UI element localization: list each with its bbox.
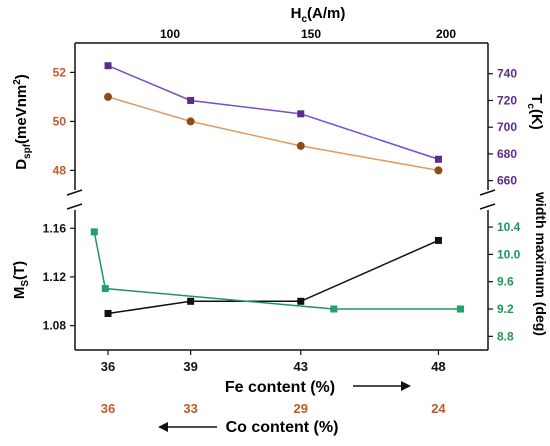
dspf-tick-label: 48 — [53, 163, 67, 177]
dspf-label-sub: spf — [22, 143, 33, 159]
ms-label-tail: (T) — [11, 261, 28, 280]
plot-frame — [74, 42, 489, 351]
right-axis-break — [479, 189, 496, 210]
left-axis-break — [66, 189, 83, 210]
dspf-tick-label: 50 — [53, 114, 67, 128]
ms-label-main: M — [11, 287, 28, 300]
tc-series-point — [434, 155, 442, 163]
hc-label-tail: (A/m) — [307, 5, 345, 22]
dspf-axis-label: Dspf(meVnm2) — [12, 74, 33, 170]
tc-tick-label: 680 — [497, 147, 517, 161]
co-tick-label: 29 — [294, 401, 308, 416]
tc-axis-label: Tc(K) — [525, 94, 545, 130]
dspf-tick-label: 52 — [53, 65, 67, 79]
fe-tick-label: 48 — [431, 359, 445, 374]
ms-tick-label: 1.12 — [43, 270, 67, 284]
dspf-series-point — [434, 166, 443, 175]
co-tick-label: 36 — [101, 401, 115, 416]
dspf-series-point — [186, 117, 195, 126]
hc-label-sub: c — [301, 14, 307, 25]
ms-series-point — [434, 236, 442, 244]
co-tick-label: 24 — [431, 401, 446, 416]
tc-label-main: T — [528, 94, 545, 103]
width-tick-label: 9.2 — [497, 302, 514, 316]
co-arrow — [158, 422, 217, 432]
tc-tick-label: 720 — [497, 93, 517, 107]
hc-tick-label: 100 — [160, 27, 180, 41]
ms-series-line — [107, 239, 439, 315]
width-tick-label: 10.4 — [497, 220, 521, 234]
dspf-label-tail: ) — [13, 74, 30, 79]
width-series-line — [93, 231, 461, 310]
ms-series-point — [104, 309, 112, 317]
ms-axis-label: MS(T) — [11, 261, 31, 299]
tc-tick-label: 740 — [497, 67, 517, 81]
ms-tick-label: 1.16 — [43, 221, 67, 235]
dspf-label-sup: 2 — [12, 79, 23, 85]
fe-tick-label: 36 — [101, 359, 115, 374]
tc-series-point — [104, 62, 112, 70]
tc-series-line — [107, 65, 439, 160]
tc-series-point — [187, 96, 195, 104]
dspf-series-point — [296, 141, 305, 150]
fe-tick-label: 43 — [294, 359, 308, 374]
width-max-axis-label: width maximum (deg) — [533, 191, 549, 336]
dspf-label-main: D — [13, 159, 30, 170]
hc-tick-label: 200 — [436, 27, 456, 41]
width-series-point — [456, 305, 464, 313]
hc-axis-label: Hc(A/m) — [291, 5, 346, 25]
fe-tick-label: 39 — [183, 359, 197, 374]
fe-axis-label: Fe content (%) — [225, 379, 335, 396]
tc-tick-label: 700 — [497, 120, 517, 134]
ms-label-sub: S — [20, 280, 31, 287]
hc-label-main: H — [291, 5, 302, 22]
co-tick-label: 33 — [183, 401, 197, 416]
width-tick-label: 10.0 — [497, 247, 521, 261]
ms-series-point — [187, 297, 195, 305]
hc-tick-label: 150 — [301, 27, 321, 41]
ms-series-point — [297, 297, 305, 305]
tc-label-tail: (K) — [528, 109, 545, 130]
tc-series-point — [297, 110, 305, 118]
chart-marks: 48 50 52 660 680 700 720 740 1.08 1.12 1.16 8.8 9.2 9… — [43, 62, 521, 416]
co-axis-label: Co content (%) — [226, 419, 339, 436]
dspf-series-line — [107, 96, 439, 172]
tc-tick-label: 660 — [497, 174, 517, 188]
fe-arrow — [353, 381, 411, 391]
ms-tick-label: 1.08 — [43, 319, 67, 333]
width-series-point — [330, 305, 338, 313]
dspf-label-mid: (meVnm — [13, 85, 30, 144]
width-series-point — [101, 285, 109, 293]
tc-label-sub: c — [525, 103, 536, 109]
width-series-point — [90, 228, 98, 236]
width-tick-label: 8.8 — [497, 329, 514, 343]
width-tick-label: 9.6 — [497, 275, 514, 289]
dspf-series-point — [104, 92, 113, 101]
